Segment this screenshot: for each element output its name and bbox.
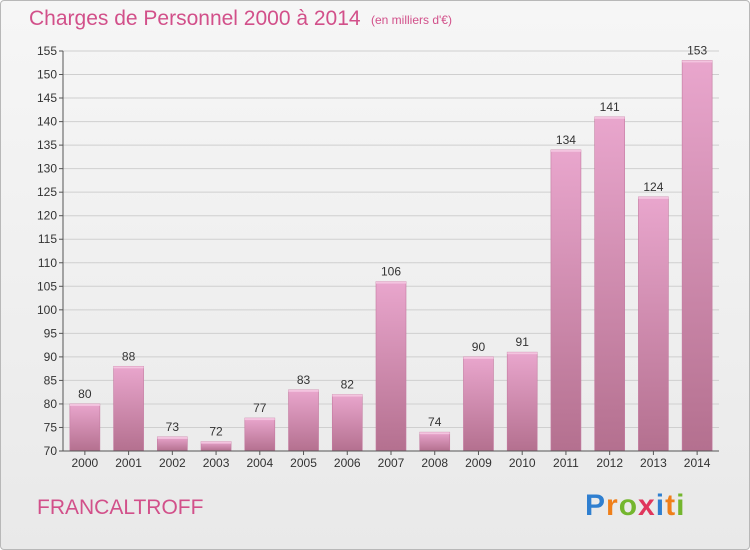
bar [244,417,276,452]
bar-highlight [594,116,625,119]
logo-letter: o [618,489,639,522]
data-label: 72 [209,425,223,439]
bar-highlight [244,418,275,421]
bar [419,431,451,452]
x-tick-label: 2001 [115,456,142,470]
y-tick-label: 80 [44,397,58,411]
logo-letter: P [585,489,607,522]
bar [594,116,625,452]
bar [331,394,363,452]
y-tick-label: 115 [38,232,57,246]
data-label: 80 [78,387,92,401]
bar-highlight [332,394,363,397]
bar [638,196,669,452]
y-tick-label: 140 [37,115,57,129]
y-tick-label: 105 [37,279,57,293]
bar [288,389,319,452]
bars [69,60,713,452]
bar [681,60,713,452]
bar-highlight [288,389,319,392]
data-label: 124 [643,180,663,194]
y-tick-label: 135 [37,138,57,152]
y-tick-label: 150 [37,68,57,82]
x-tick-label: 2008 [421,456,448,470]
bar-highlight [113,366,144,369]
x-tick-label: 2004 [246,456,273,470]
y-tick-label: 90 [44,350,58,364]
y-tick-label: 145 [37,91,57,105]
bar-highlight [638,196,669,199]
bar [69,403,101,452]
data-label: 74 [428,415,442,429]
chart-title: Charges de Personnel 2000 à 2014 [29,7,361,30]
bar-highlight [550,149,581,152]
bar-highlight [157,436,188,439]
x-tick-label: 2010 [509,456,536,470]
bar-highlight [69,403,100,406]
data-label: 134 [556,133,576,147]
y-tick-label: 120 [37,209,57,223]
logo-letter: x [638,489,656,522]
y-tick-label: 70 [44,444,58,458]
bar-highlight [419,432,450,435]
y-tick-label: 100 [37,303,57,317]
logo-letter: i [676,489,686,522]
x-tick-label: 2014 [684,456,711,470]
bar-highlight [376,281,406,284]
x-tick-label: 2005 [290,456,317,470]
bar-highlight [682,60,713,63]
bar-highlight [507,352,538,355]
chart-subtitle: (en milliers d'€) [371,13,452,27]
x-tick-label: 2012 [596,456,623,470]
x-tick-label: 2006 [334,456,361,470]
data-label: 106 [381,265,401,279]
x-tick-label: 2011 [553,456,579,470]
logo-letter: r [606,489,619,522]
data-label: 82 [341,378,355,392]
logo-letter: t [665,489,677,522]
bar [506,351,538,452]
bar [463,356,494,452]
commune-name: FRANCALTROFF [37,496,204,519]
y-tick-label: 130 [37,162,57,176]
labels: 70 75 80 85 90 95 100 105 110 115 120 125 130 135 140 1… [37,43,711,470]
x-tick-label: 2013 [640,456,667,470]
bar [550,149,582,452]
logo-letter: i [655,489,666,522]
data-label: 73 [166,420,180,434]
axes [59,50,719,455]
y-tick-label: 85 [44,373,58,387]
data-label: 77 [253,401,267,415]
data-label: 90 [472,340,486,354]
bar-highlight [201,441,232,444]
x-tick-label: 2009 [465,456,492,470]
y-tick-label: 155 [37,44,57,58]
data-label: 153 [687,43,707,57]
y-tick-label: 125 [37,185,57,199]
x-tick-label: 2002 [159,456,186,470]
data-label: 91 [516,335,530,349]
bar [113,365,144,452]
x-tick-label: 2000 [72,456,99,470]
x-tick-label: 2007 [378,456,405,470]
data-label: 141 [600,100,620,114]
y-tick-label: 110 [38,256,57,270]
data-label: 83 [297,373,311,387]
y-tick-label: 75 [44,420,58,434]
data-label: 88 [122,349,136,363]
y-tick-label: 95 [44,326,58,340]
proxiti-logo[interactable]: Proxiti [585,489,685,523]
bar [157,436,188,452]
bar [375,281,407,452]
x-tick-label: 2003 [203,456,230,470]
bar-highlight [463,356,494,359]
